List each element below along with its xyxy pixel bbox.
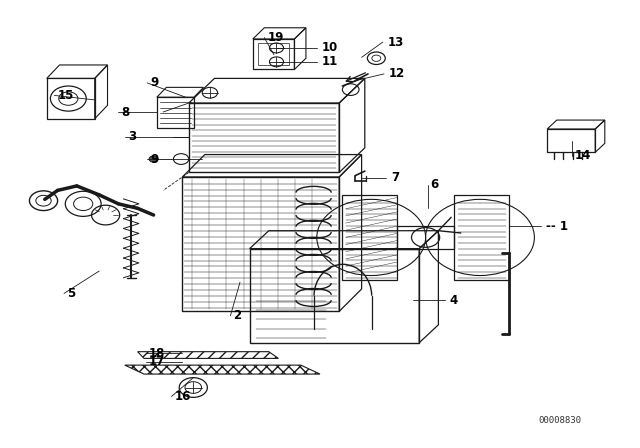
Text: 17: 17 (149, 355, 165, 368)
Text: 14: 14 (575, 149, 591, 163)
Bar (189, 103, 339, 172)
Text: 11: 11 (322, 55, 338, 69)
Circle shape (149, 156, 158, 162)
Bar (397, 226, 454, 249)
Text: 8: 8 (122, 105, 130, 119)
Text: 6: 6 (431, 178, 439, 191)
Bar (47, 78, 95, 119)
Bar (547, 129, 595, 152)
Text: 2: 2 (234, 309, 242, 323)
Text: 16: 16 (175, 390, 191, 403)
Text: 9: 9 (150, 152, 159, 166)
Text: 3: 3 (128, 130, 136, 143)
Text: 5: 5 (67, 287, 76, 300)
Text: 9: 9 (150, 76, 159, 90)
Bar (454, 195, 509, 280)
Bar (182, 177, 339, 311)
Text: 12: 12 (389, 67, 405, 81)
Text: -- 1: -- 1 (546, 220, 568, 233)
Text: 19: 19 (268, 31, 284, 44)
Text: 4: 4 (450, 293, 458, 307)
Text: 18: 18 (149, 346, 166, 360)
Text: 10: 10 (322, 41, 338, 55)
Bar (253, 39, 294, 69)
Bar (157, 97, 194, 128)
Bar (258, 43, 289, 65)
Text: 15: 15 (58, 89, 74, 102)
Bar (342, 195, 397, 280)
Bar (250, 249, 419, 343)
Text: 00008830: 00008830 (538, 416, 582, 425)
Text: 13: 13 (388, 35, 404, 49)
Text: 7: 7 (391, 171, 399, 185)
